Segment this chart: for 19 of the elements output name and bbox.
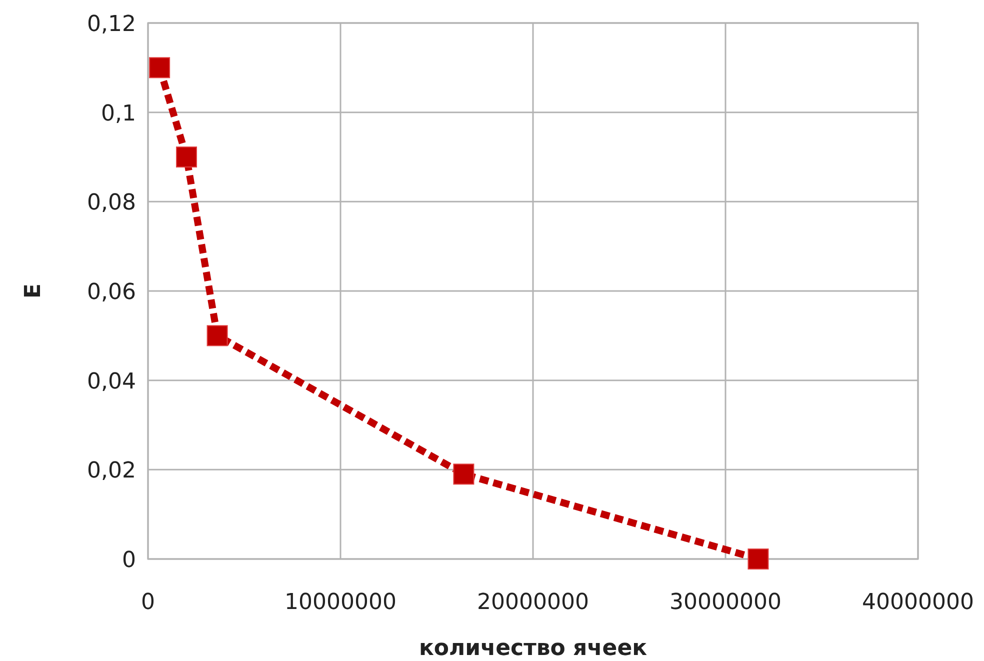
y-tick-label: 0,08 <box>87 190 136 216</box>
y-tick-label: 0,02 <box>87 458 136 484</box>
y-tick-label: 0 <box>122 548 136 573</box>
x-tick-label: 30000000 <box>670 590 782 615</box>
x-tick-label: 0 <box>141 590 155 615</box>
x-tick-label: 40000000 <box>862 590 974 615</box>
point <box>149 57 170 78</box>
point <box>206 325 228 346</box>
y-tick-label: 0,04 <box>87 369 136 394</box>
point <box>748 548 769 570</box>
x-tick-label: 20000000 <box>477 590 589 615</box>
y-axis-title: E <box>21 283 46 299</box>
x-axis-title: количество ячеек <box>418 636 648 661</box>
y-tick-label: 0,12 <box>87 12 136 37</box>
x-tick-label: 10000000 <box>284 590 396 615</box>
point <box>176 146 197 168</box>
point <box>453 464 474 485</box>
y-tick-label: 0,06 <box>87 280 136 305</box>
y-tick-label: 0,1 <box>101 101 136 126</box>
